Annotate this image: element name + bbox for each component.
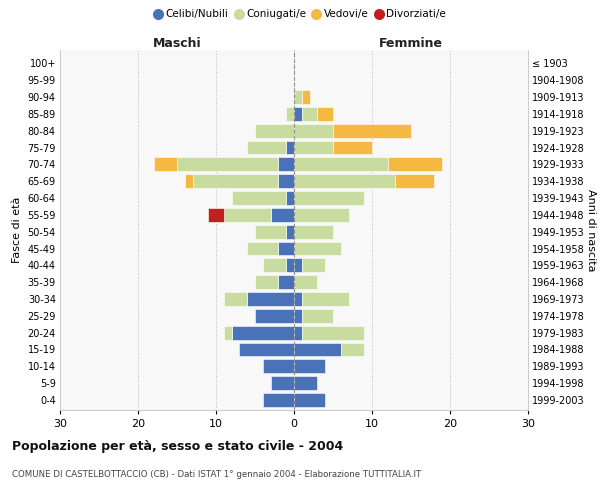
Bar bbox=[294, 376, 317, 390]
Bar bbox=[177, 158, 278, 172]
Legend: Celibi/Nubili, Coniugati/e, Vedovi/e, Divorziati/e: Celibi/Nubili, Coniugati/e, Vedovi/e, Di… bbox=[150, 5, 450, 24]
Bar bbox=[286, 258, 294, 272]
Bar bbox=[294, 124, 333, 138]
Bar bbox=[294, 174, 395, 188]
Text: Maschi: Maschi bbox=[152, 37, 202, 50]
Bar bbox=[224, 326, 232, 340]
Bar bbox=[294, 158, 388, 172]
Bar bbox=[263, 258, 286, 272]
Bar bbox=[302, 326, 364, 340]
Bar bbox=[333, 140, 372, 154]
Bar bbox=[232, 326, 294, 340]
Bar bbox=[286, 140, 294, 154]
Bar bbox=[302, 309, 333, 322]
Bar bbox=[294, 309, 302, 322]
Bar bbox=[286, 191, 294, 205]
Text: Popolazione per età, sesso e stato civile - 2004: Popolazione per età, sesso e stato civil… bbox=[12, 440, 343, 453]
Bar bbox=[395, 174, 434, 188]
Bar bbox=[255, 225, 286, 238]
Bar bbox=[255, 276, 278, 289]
Bar bbox=[278, 276, 294, 289]
Y-axis label: Anni di nascita: Anni di nascita bbox=[586, 188, 596, 271]
Bar bbox=[294, 107, 302, 121]
Y-axis label: Fasce di età: Fasce di età bbox=[12, 197, 22, 263]
Bar bbox=[294, 191, 364, 205]
Bar bbox=[286, 107, 294, 121]
Bar bbox=[294, 360, 325, 373]
Bar bbox=[193, 174, 278, 188]
Bar bbox=[232, 191, 286, 205]
Bar bbox=[278, 174, 294, 188]
Bar bbox=[247, 292, 294, 306]
Bar bbox=[294, 326, 302, 340]
Bar bbox=[341, 342, 364, 356]
Bar bbox=[271, 208, 294, 222]
Bar bbox=[302, 107, 317, 121]
Bar bbox=[302, 258, 325, 272]
Bar bbox=[154, 158, 177, 172]
Bar bbox=[294, 292, 302, 306]
Bar bbox=[263, 393, 294, 407]
Bar bbox=[294, 242, 341, 256]
Bar bbox=[247, 140, 286, 154]
Bar bbox=[294, 258, 302, 272]
Bar bbox=[294, 90, 302, 104]
Bar bbox=[278, 158, 294, 172]
Bar bbox=[294, 393, 325, 407]
Bar bbox=[247, 242, 278, 256]
Bar bbox=[255, 124, 294, 138]
Bar bbox=[239, 342, 294, 356]
Bar bbox=[388, 158, 442, 172]
Bar bbox=[255, 309, 294, 322]
Bar bbox=[302, 292, 349, 306]
Bar bbox=[278, 242, 294, 256]
Bar bbox=[294, 276, 317, 289]
Bar bbox=[271, 376, 294, 390]
Bar bbox=[294, 208, 349, 222]
Bar bbox=[263, 360, 294, 373]
Bar bbox=[224, 292, 247, 306]
Bar bbox=[333, 124, 411, 138]
Bar bbox=[294, 225, 333, 238]
Bar bbox=[224, 208, 271, 222]
Bar bbox=[286, 225, 294, 238]
Text: Femmine: Femmine bbox=[379, 37, 443, 50]
Bar bbox=[317, 107, 333, 121]
Bar bbox=[208, 208, 224, 222]
Bar bbox=[302, 90, 310, 104]
Bar bbox=[294, 342, 341, 356]
Bar bbox=[185, 174, 193, 188]
Text: COMUNE DI CASTELBOTTACCIO (CB) - Dati ISTAT 1° gennaio 2004 - Elaborazione TUTTI: COMUNE DI CASTELBOTTACCIO (CB) - Dati IS… bbox=[12, 470, 421, 479]
Bar bbox=[294, 140, 333, 154]
